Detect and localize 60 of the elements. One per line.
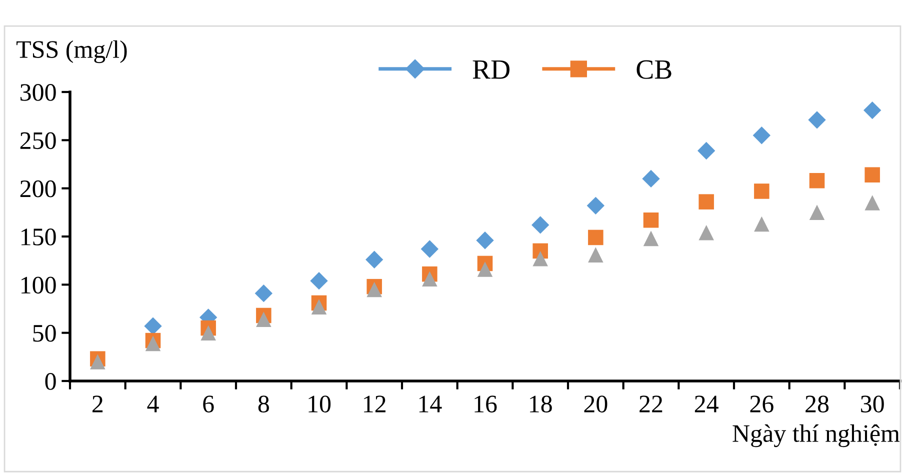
legend-label: RD [472,60,510,79]
point [586,196,605,215]
point [476,232,494,250]
point [698,194,714,210]
point [532,251,548,266]
point [477,262,493,277]
x-tick-label: 6 [203,396,214,412]
x-tick-label: 8 [258,396,269,412]
point [809,172,825,188]
point [642,170,660,188]
point [366,282,382,298]
x-tick-label: 4 [147,396,159,412]
x-tick-label: 22 [640,396,662,412]
x-tick-label: 20 [584,396,608,412]
x-axis-title: Ngày thí nghiệm [732,424,900,448]
y-tick-label: 250 [20,132,56,150]
x-tick-label: 28 [806,396,829,412]
point [365,250,384,268]
point [531,216,550,234]
point [864,167,880,182]
point [809,204,825,220]
point [588,230,604,246]
point [754,184,770,199]
point [752,126,771,144]
point [311,299,327,314]
point [254,284,273,302]
x-tick-label: 30 [861,396,884,412]
y-tick-label: 50 [33,324,56,342]
y-tick-label: 100 [22,276,56,294]
x-tick-label: 26 [750,396,774,412]
x-tick-label: 18 [530,396,552,412]
point [864,195,880,210]
point [145,336,161,352]
point [754,216,770,232]
point [310,272,328,290]
point [643,230,659,246]
point [256,312,272,327]
point [588,247,604,262]
y-tick-label: 0 [45,373,56,390]
x-tick-label: 10 [308,396,331,412]
point [698,225,714,240]
legend-label: CB [636,60,672,79]
point [863,101,882,120]
x-tick-label: 24 [694,396,718,412]
x-tick-label: 16 [474,396,497,412]
point [144,317,162,335]
y-axis-title: TSS (mg/l) [16,40,127,64]
point [808,111,826,129]
point [643,212,659,228]
point [420,240,439,258]
y-tick-label: 150 [22,228,56,246]
x-tick-label: 14 [419,396,442,412]
y-tick-label: 300 [20,84,56,101]
x-tick-label: 12 [364,396,386,412]
point [200,325,216,340]
point [90,354,106,370]
point [422,271,438,287]
x-tick-label: 2 [92,396,103,412]
y-tick-label: 200 [20,180,56,198]
point [697,142,716,160]
